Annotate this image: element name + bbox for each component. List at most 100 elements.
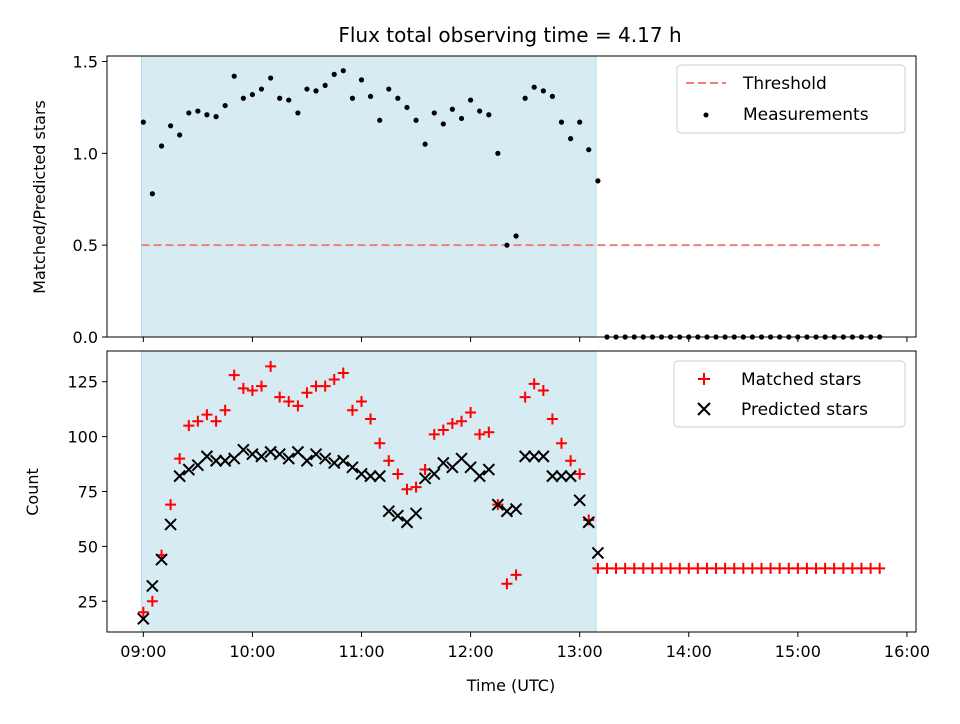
matched-star-marker: [301, 387, 313, 399]
predicted-star-marker: [309, 447, 323, 461]
predicted-star-marker: [328, 456, 341, 470]
legend-measurements-swatch: [703, 112, 709, 118]
measurement-point: [258, 86, 265, 92]
y-tick-label: 1.5: [73, 53, 98, 72]
top-panel-frame: [106, 55, 917, 338]
matched-star-marker: [465, 406, 477, 418]
predicted-star-marker: [273, 447, 286, 461]
predicted-star-marker: [482, 463, 496, 476]
measurement-point: [531, 84, 537, 90]
matched-stars-points: [137, 360, 886, 618]
measurement-point: [349, 95, 356, 101]
measurement-point: [140, 119, 146, 125]
matched-star-marker: [474, 428, 486, 440]
matched-star-marker: [265, 360, 277, 372]
matched-star-marker: [146, 595, 158, 607]
measurement-point: [186, 110, 192, 116]
measurement-point: [295, 110, 301, 116]
x-tick-label: 11:00: [338, 642, 384, 661]
matched-star-marker: [583, 514, 595, 526]
x-tick-label: 12:00: [448, 642, 494, 661]
matched-star-marker: [219, 404, 231, 416]
top-panel-x-ticks: [142, 337, 908, 342]
top-panel-title: Flux total observing time = 4.17 h: [338, 23, 681, 47]
matched-star-marker: [346, 404, 358, 416]
x-tick-label: 10:00: [229, 642, 275, 661]
predicted-star-marker: [537, 450, 550, 463]
predicted-star-marker: [173, 469, 186, 483]
predicted-star-marker: [582, 516, 595, 529]
measurement-point: [458, 115, 465, 122]
measurement-point: [358, 77, 365, 83]
measurement-point: [486, 112, 492, 118]
measurement-point: [149, 191, 155, 197]
measurement-point: [313, 88, 319, 94]
matched-star-marker: [319, 380, 331, 392]
predicted-star-marker: [428, 467, 441, 481]
predicted-star-marker: [218, 454, 232, 467]
predicted-star-marker: [473, 469, 486, 483]
matched-star-marker: [210, 415, 222, 427]
measurement-point: [431, 110, 437, 116]
measurement-point: [540, 88, 546, 94]
matched-star-marker: [528, 378, 540, 390]
matched-star-marker: [374, 437, 386, 449]
matched-star-marker: [165, 499, 177, 511]
matched-star-marker: [356, 395, 368, 407]
y-tick-label: 75: [78, 483, 98, 502]
predicted-star-marker: [209, 454, 223, 467]
predicted-star-marker: [182, 463, 196, 476]
matched-star-marker: [401, 483, 413, 495]
predicted-star-marker: [337, 454, 350, 467]
measurement-point: [386, 86, 392, 92]
measurement-point: [586, 147, 592, 153]
predicted-star-marker: [591, 546, 605, 560]
measurement-point: [158, 143, 165, 149]
measurement-point: [568, 136, 574, 142]
x-tick-label: 14:00: [666, 642, 712, 661]
measurement-point: [440, 121, 446, 127]
measurement-point: [404, 104, 410, 111]
measurement-point: [477, 108, 483, 114]
matched-star-marker: [546, 413, 558, 425]
matched-star-marker: [456, 415, 468, 427]
measurement-point: [177, 132, 183, 138]
matched-star-marker: [501, 578, 513, 590]
matched-star-marker: [174, 453, 186, 465]
measurement-point: [204, 112, 210, 118]
y-tick-label: 100: [67, 428, 98, 447]
measurement-point: [195, 108, 201, 114]
matched-star-marker: [183, 420, 195, 432]
legend-matched-swatch: [698, 373, 710, 385]
measurement-point: [213, 114, 219, 120]
predicted-star-marker: [391, 509, 405, 522]
matched-star-marker: [383, 455, 395, 467]
matched-star-marker: [237, 382, 249, 394]
measurement-point: [231, 73, 237, 79]
predicted-star-marker: [300, 454, 314, 467]
matched-star-marker: [565, 455, 577, 467]
matched-star-marker: [365, 413, 377, 425]
legend-matched-label: Matched stars: [741, 370, 861, 390]
top-panel-ylabel: Matched/Predicted stars: [30, 100, 49, 294]
predicted-star-marker: [573, 494, 586, 507]
bottom-panel-shaded-span: [140, 350, 597, 633]
predicted-star-marker: [527, 450, 541, 463]
y-tick-label: 125: [67, 373, 98, 392]
measurement-point: [249, 91, 256, 98]
x-tick-label: 15:00: [775, 642, 821, 661]
shaded-span-bottom: [140, 350, 597, 633]
bottom-panel: 25 50 75 100 125 09:00 10:00 11:00 12:00 13:00 14…: [23, 350, 930, 695]
matched-star-marker: [255, 380, 267, 392]
predicted-star-marker: [418, 472, 432, 485]
measurement-point: [277, 95, 283, 101]
predicted-star-marker: [246, 447, 259, 461]
measurement-point: [240, 95, 246, 101]
measurement-point: [549, 93, 556, 100]
predicted-star-marker: [346, 461, 359, 474]
predicted-star-marker: [555, 469, 568, 483]
matched-star-marker: [337, 367, 349, 379]
predicted-star-marker: [491, 498, 505, 511]
predicted-star-marker: [264, 445, 277, 459]
matched-star-marker: [437, 424, 449, 436]
